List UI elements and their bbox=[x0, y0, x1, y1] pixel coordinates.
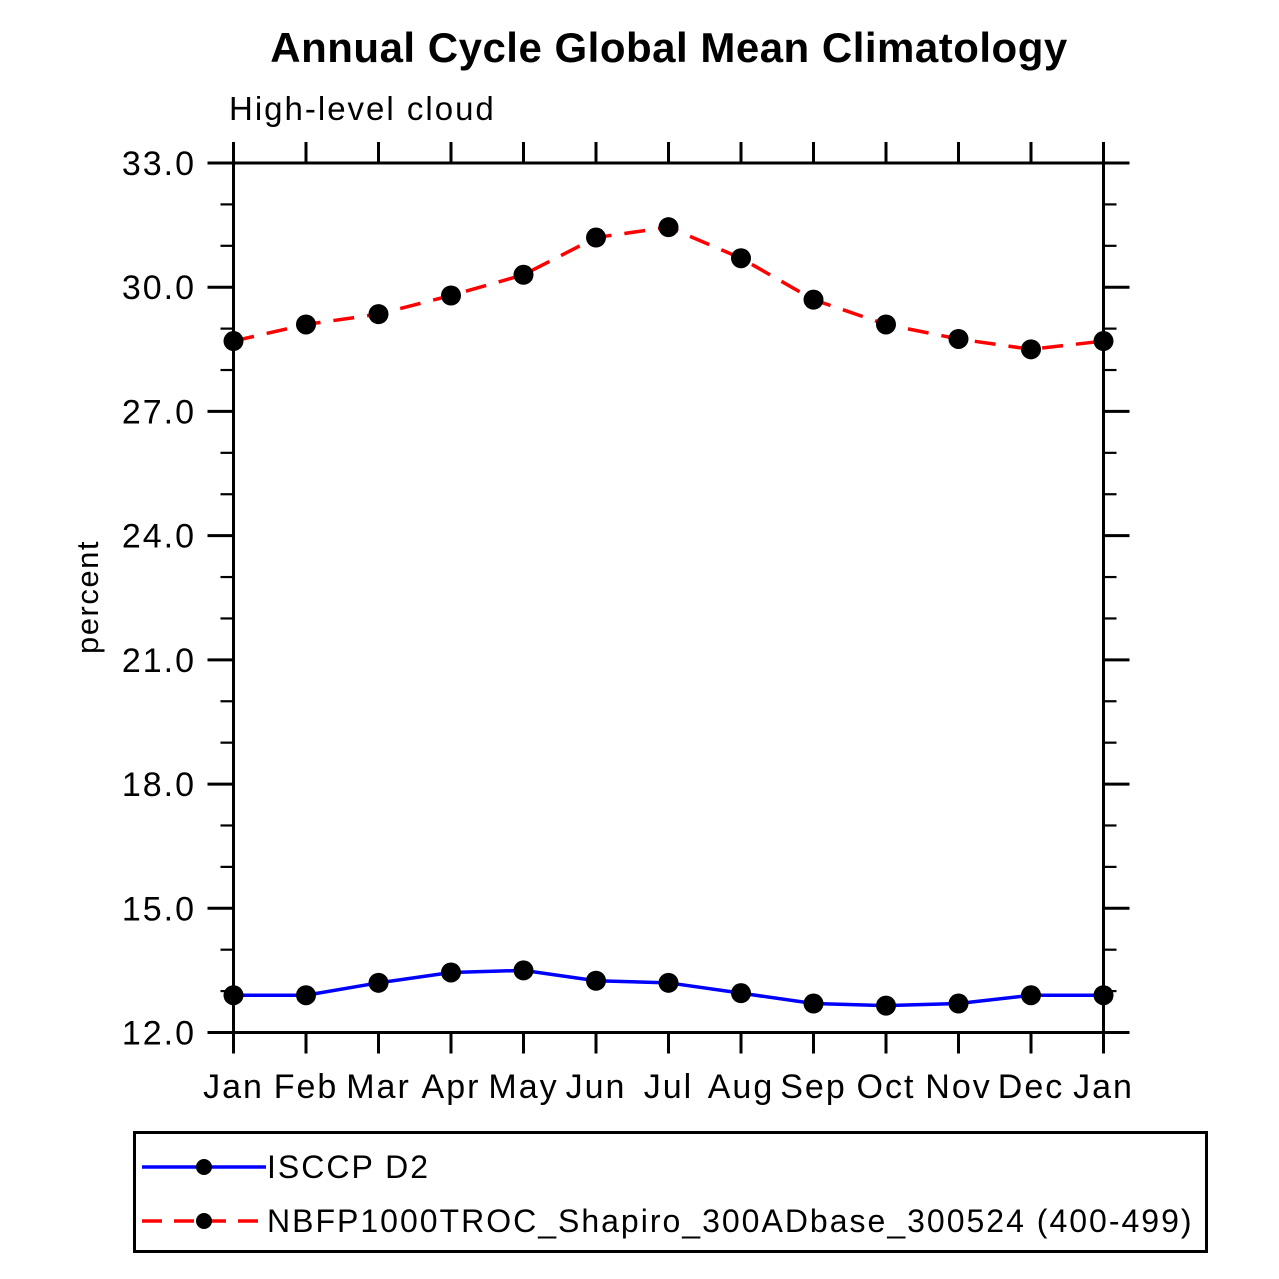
x-tick-label: Dec bbox=[998, 1068, 1064, 1106]
data-point-marker bbox=[948, 993, 969, 1014]
legend-marker-dot bbox=[196, 1159, 212, 1175]
data-point-marker bbox=[368, 972, 389, 993]
y-tick-label: 33.0 bbox=[122, 145, 196, 183]
legend-label: NBFP1000TROC_Shapiro_300ADbase_300524 (4… bbox=[267, 1202, 1194, 1239]
data-point-marker bbox=[803, 289, 824, 310]
data-point-marker bbox=[658, 972, 679, 993]
data-point-marker bbox=[441, 962, 461, 983]
x-tick-label: Jan bbox=[1073, 1068, 1134, 1106]
plot-frame bbox=[232, 161, 1105, 1034]
y-tick-label: 27.0 bbox=[122, 393, 196, 431]
x-tick-label: Nov bbox=[925, 1068, 991, 1106]
data-point-marker bbox=[223, 985, 244, 1006]
data-point-marker bbox=[1093, 985, 1114, 1006]
series-line-1 bbox=[233, 225, 1104, 352]
x-tick-label: Feb bbox=[274, 1068, 339, 1106]
legend-dashed-line-sample bbox=[142, 1213, 266, 1229]
data-point-marker bbox=[803, 993, 824, 1014]
legend-item-isccp-d2: ISCCP D2 bbox=[141, 1140, 1205, 1194]
x-tick-label: Jun bbox=[566, 1068, 627, 1106]
legend-item-nbfp: NBFP1000TROC_Shapiro_300ADbase_300524 (4… bbox=[141, 1194, 1205, 1248]
data-point-marker bbox=[368, 304, 389, 325]
y-tick-label: 15.0 bbox=[122, 890, 196, 928]
legend-marker-dot bbox=[196, 1213, 212, 1229]
legend-box: ISCCP D2 NBFP1000TROC_Shapiro_300ADbase_… bbox=[133, 1131, 1208, 1253]
chart-title: Annual Cycle Global Mean Climatology bbox=[270, 24, 1068, 71]
data-point-marker bbox=[296, 985, 316, 1006]
x-tick-label: Oct bbox=[857, 1068, 916, 1106]
y-tick-label: 12.0 bbox=[122, 1015, 196, 1053]
y-tick-label: 30.0 bbox=[122, 269, 196, 307]
y-tick-label: 21.0 bbox=[122, 642, 196, 680]
data-point-marker bbox=[513, 960, 534, 981]
data-point-marker bbox=[876, 314, 896, 335]
legend-solid-line-sample bbox=[142, 1159, 266, 1175]
y-tick-label: 24.0 bbox=[122, 518, 196, 556]
data-point-marker bbox=[296, 314, 316, 335]
legend-label: ISCCP D2 bbox=[267, 1148, 431, 1185]
data-point-marker bbox=[658, 217, 679, 238]
data-point-marker bbox=[948, 328, 969, 349]
data-point-marker bbox=[1021, 985, 1041, 1006]
x-tick-label: Sep bbox=[780, 1068, 847, 1106]
data-point-marker bbox=[731, 248, 751, 269]
data-point-marker bbox=[513, 264, 534, 285]
data-point-marker bbox=[586, 970, 606, 991]
data-point-marker bbox=[1021, 339, 1041, 360]
data-point-marker bbox=[586, 227, 606, 248]
y-tick-label: 18.0 bbox=[122, 766, 196, 804]
x-tick-label: Apr bbox=[422, 1068, 481, 1106]
data-point-marker bbox=[223, 331, 244, 352]
x-tick-label: Aug bbox=[708, 1068, 775, 1106]
x-tick-label: Mar bbox=[346, 1068, 411, 1106]
data-point-marker bbox=[441, 285, 461, 306]
x-tick-label: Jul bbox=[644, 1068, 693, 1106]
x-tick-label: Jan bbox=[203, 1068, 264, 1106]
data-point-marker bbox=[1093, 331, 1114, 352]
data-point-marker bbox=[876, 995, 896, 1016]
x-tick-label: May bbox=[488, 1068, 558, 1106]
chart-subtitle: High-level cloud bbox=[229, 90, 496, 127]
data-point-marker bbox=[731, 983, 751, 1004]
